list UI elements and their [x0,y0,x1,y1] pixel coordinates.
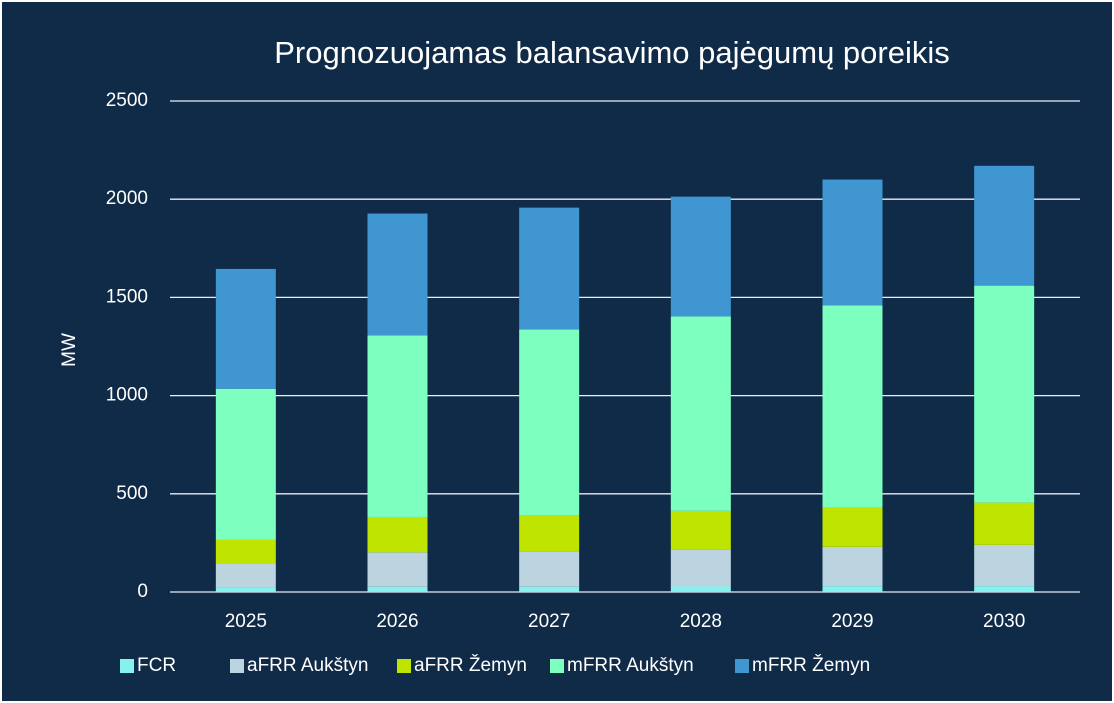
bar-segment [822,546,883,587]
bar-segment [670,196,731,317]
bar-segment [519,515,580,552]
bar-segment [519,551,580,587]
legend-swatch [735,659,749,673]
bar-segment [974,502,1035,545]
y-tick-label: 2500 [106,90,148,111]
bar-segment [215,563,276,588]
legend-swatch [550,659,564,673]
bar-segment [519,329,580,516]
bar-segment [822,305,883,508]
y-tick-label: 1500 [106,286,148,307]
chart-title: Prognozuojamas balansavimo pajėgumų pore… [274,35,950,70]
x-tick-label: 2027 [528,611,570,632]
legend-label: FCR [137,655,176,676]
bar-segment [974,285,1035,503]
bar-segment [974,544,1035,587]
y-tick-label: 2000 [106,188,148,209]
x-tick-label: 2025 [225,611,267,632]
bar-segment [519,207,580,330]
bar-segment [215,268,276,389]
bar-segment [215,587,276,592]
bar-segment [670,586,731,592]
bar-segment [822,586,883,592]
x-tick-label: 2028 [680,611,722,632]
bar-segment [519,586,580,592]
bar-segment [367,335,428,517]
legend-label: aFRR Žemyn [414,654,527,676]
y-tick-label: 0 [137,581,148,602]
bar-segment [367,516,428,553]
y-tick-label: 1000 [106,385,148,406]
bar-segment [670,510,731,550]
bar-segment [822,507,883,547]
x-tick-label: 2029 [831,611,873,632]
bar-segment [974,165,1035,286]
x-tick-label: 2030 [983,611,1025,632]
legend-swatch [230,659,244,673]
bar-segment [367,213,428,336]
bar-segment [367,552,428,587]
legend-swatch [120,659,134,673]
y-axis-label: MW [59,333,80,367]
bar-segment [215,539,276,564]
bar-segment [670,549,731,587]
bar-segment [822,179,883,306]
x-tick-label: 2026 [376,611,418,632]
y-tick-label: 500 [116,483,148,504]
bar-segment [367,586,428,592]
legend-label: mFRR Žemyn [752,654,870,676]
bar-segment [215,388,276,540]
bar-segment [974,586,1035,592]
bar-segment [670,316,731,511]
legend-label: aFRR Aukštyn [247,655,368,676]
legend-label: mFRR Aukštyn [567,655,694,676]
legend-swatch [397,659,411,673]
